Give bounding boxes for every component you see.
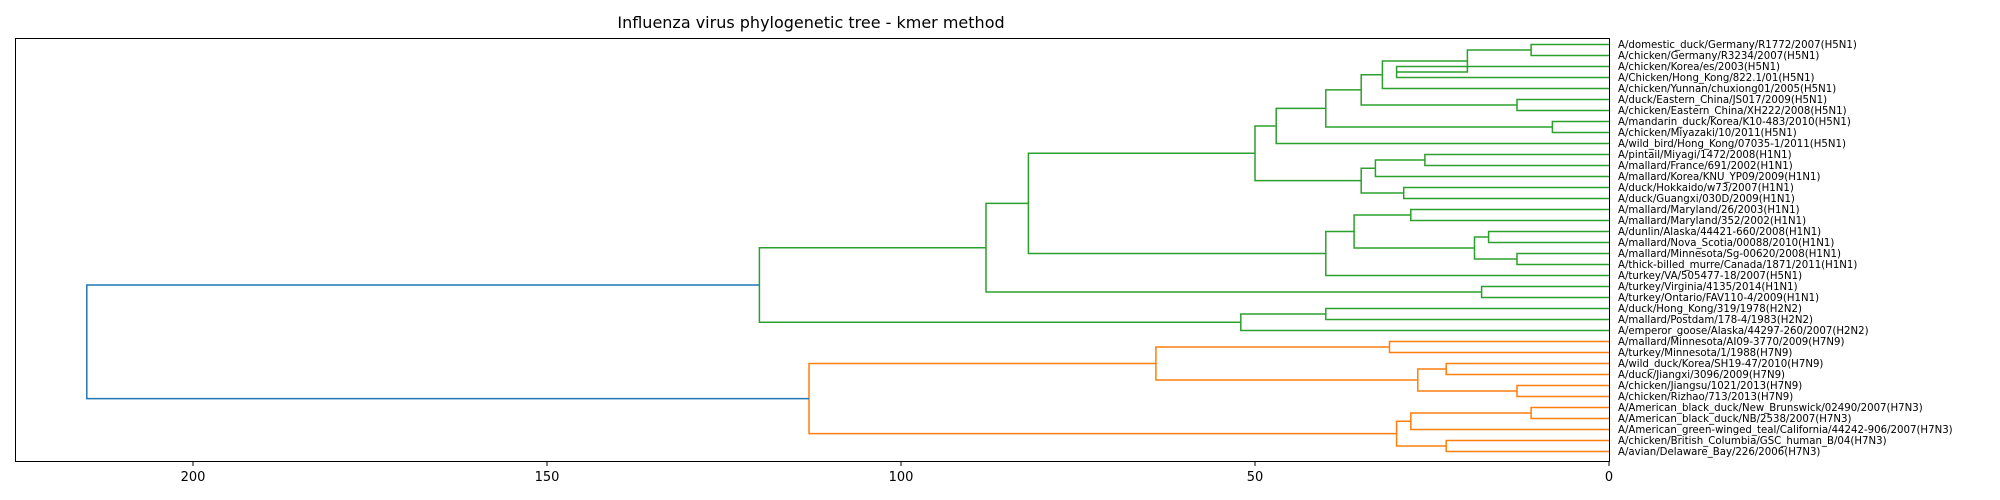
leaf-label: A/mallard/Minnesota/AI09-3770/2009(H7N9) xyxy=(1618,337,1845,348)
tree-link xyxy=(808,362,1397,435)
leaf-label: A/turkey/Ontario/FAV110-4/2009(H1N1) xyxy=(1618,293,1819,304)
tree-link xyxy=(1395,420,1447,447)
leaf-label: A/turkey/Virginia/4135/2014(H1N1) xyxy=(1618,282,1798,293)
leaf-label: A/chicken/Jiangsu/1021/2013(H7N9) xyxy=(1618,381,1802,392)
leaf-label: A/pintail/Miyagi/1472/2008(H1N1) xyxy=(1618,150,1792,161)
leaf-label: A/Chicken/Hong_Kong/822.1/01(H5N1) xyxy=(1618,73,1815,84)
tree-link xyxy=(1530,406,1609,420)
tree-link xyxy=(1240,313,1609,332)
tree-link xyxy=(1254,125,1362,182)
tree-link xyxy=(1551,120,1609,134)
x-axis-ticks: 200 150 100 50 0 xyxy=(181,461,1613,485)
x-tick-label: 150 xyxy=(535,470,560,485)
leaf-label: A/turkey/VA/505477-18/2007(H5N1) xyxy=(1618,271,1802,282)
x-tick-label: 0 xyxy=(1605,470,1613,485)
leaf-label: A/chicken/Miyazaki/10/2011(H5N1) xyxy=(1618,128,1797,139)
tree-link xyxy=(1487,230,1609,244)
tree-link xyxy=(1516,98,1609,112)
tree-link xyxy=(1388,340,1609,354)
x-tick-label: 200 xyxy=(181,470,206,485)
tree-link xyxy=(1473,236,1517,260)
leaf-label: A/mallard/Korea/KNU_YP09/2009(H1N1) xyxy=(1618,172,1820,183)
plot-frame xyxy=(15,38,1610,462)
tree-link xyxy=(1480,285,1609,299)
leaf-label: A/chicken/Eastern_China/XH222/2008(H5N1) xyxy=(1618,106,1847,117)
leaf-label: A/duck/Eastern_China/JS017/2009(H5N1) xyxy=(1618,95,1827,106)
tree-link xyxy=(1410,412,1609,431)
leaf-label: A/American_green-winged_teal/California/… xyxy=(1618,425,1953,436)
tree-link xyxy=(758,246,1241,324)
leaf-label: A/duck/Hokkaido/w73/2007(H1N1) xyxy=(1618,183,1794,194)
leaf-label: A/dunlin/Alaska/44421-660/2008(H1N1) xyxy=(1618,227,1821,238)
x-tick-label: 50 xyxy=(1247,470,1264,485)
leaf-label: A/duck/Jiangxi/3096/2009(H7N9) xyxy=(1618,370,1785,381)
leaf-label: A/chicken/British_Columbia/GSC_human_B/0… xyxy=(1618,436,1887,447)
tree-link xyxy=(1417,368,1517,392)
leaf-label: A/thick-billed_murre/Canada/1871/2011(H1… xyxy=(1618,260,1857,271)
tree-link xyxy=(1516,252,1609,266)
leaf-label: A/American_black_duck/New_Brunswick/0249… xyxy=(1618,403,1923,414)
leaf-label: A/domestic_duck/Germany/R1772/2007(H5N1) xyxy=(1618,40,1857,51)
tree-link xyxy=(86,284,809,400)
leaf-label: A/mallard/Maryland/26/2003(H1N1) xyxy=(1618,205,1800,216)
leaf-label: A/chicken/Germany/R3234/2007(H5N1) xyxy=(1618,51,1819,62)
leaf-label: A/turkey/Minnesota/1/1988(H7N9) xyxy=(1618,348,1792,359)
tree-link xyxy=(1410,208,1609,222)
leaf-labels: A/domestic_duck/Germany/R1772/2007(H5N1)… xyxy=(1618,40,1953,458)
tree-link xyxy=(1530,43,1609,57)
leaf-label: A/chicken/Rizhao/713/2013(H7N9) xyxy=(1618,392,1793,403)
tree-link xyxy=(1516,384,1609,398)
leaf-label: A/wild_bird/Hong_Kong/07035-1/2011(H5N1) xyxy=(1618,139,1846,150)
tree-link xyxy=(1381,60,1609,90)
tree-link xyxy=(1445,439,1609,453)
leaf-label: A/wild_duck/Korea/SH19-47/2010(H7N9) xyxy=(1618,359,1823,370)
tree-links xyxy=(86,43,1609,453)
tree-link xyxy=(1325,89,1553,128)
leaf-label: A/American_black_duck/NB/2538/2007(H7N3) xyxy=(1618,414,1852,425)
tree-link xyxy=(1155,346,1418,381)
leaf-label: A/emperor_goose/Alaska/44297-260/2007(H2… xyxy=(1618,326,1869,337)
tree-link xyxy=(1360,74,1517,106)
tree-link xyxy=(1445,362,1609,376)
leaf-label: A/mallard/Minnesota/Sg-00620/2008(H1N1) xyxy=(1618,249,1841,260)
leaf-label: A/chicken/Yunnan/chuxiong01/2005(H5N1) xyxy=(1618,84,1836,95)
x-tick-label: 100 xyxy=(889,470,914,485)
leaf-label: A/avian/Delaware_Bay/226/2006(H7N3) xyxy=(1618,447,1820,458)
chart-title: Influenza virus phylogenetic tree - kmer… xyxy=(617,13,1004,32)
tree-link xyxy=(1027,152,1326,255)
tree-link xyxy=(1374,159,1609,178)
leaf-label: A/duck/Guangxi/030D/2009(H1N1) xyxy=(1618,194,1795,205)
leaf-label: A/mallard/Postdam/178-4/1983(H2N2) xyxy=(1618,315,1813,326)
tree-link xyxy=(1424,153,1609,167)
leaf-label: A/mallard/Maryland/352/2002(H1N1) xyxy=(1618,216,1806,227)
tree-link xyxy=(1325,307,1609,321)
leaf-label: A/mallard/France/691/2002(H1N1) xyxy=(1618,161,1793,172)
tree-link xyxy=(1360,167,1404,194)
leaf-label: A/mandarin_duck/Korea/K10-483/2010(H5N1) xyxy=(1618,117,1851,128)
leaf-label: A/mallard/Nova_Scotia/00088/2010(H1N1) xyxy=(1618,238,1834,249)
leaf-label: A/chicken/Korea/es/2003(H5N1) xyxy=(1618,62,1780,73)
tree-link xyxy=(1402,186,1609,200)
leaf-label: A/duck/Hong_Kong/319/1978(H2N2) xyxy=(1618,304,1802,315)
